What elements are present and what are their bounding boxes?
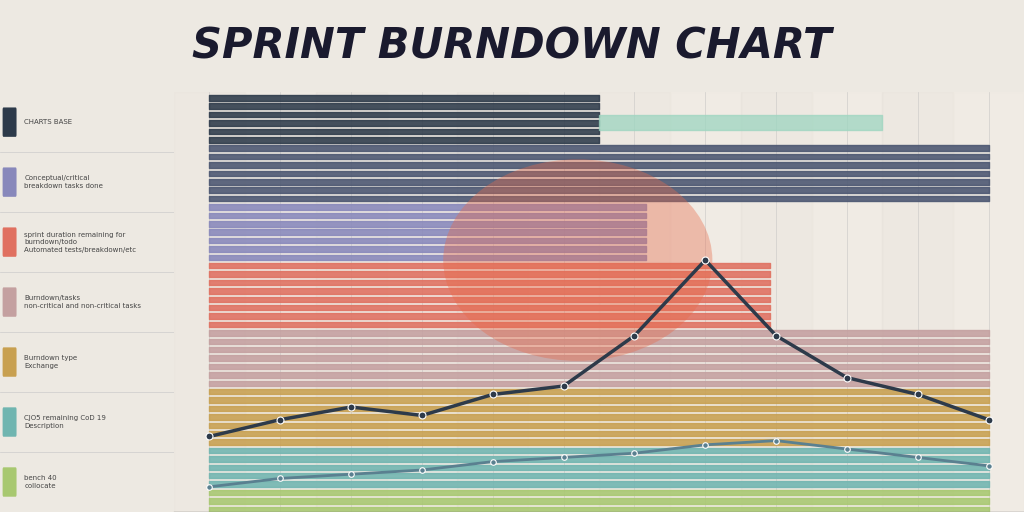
- Text: bench 40
collocate: bench 40 collocate: [25, 475, 57, 489]
- Text: Burndown/tasks
non-critical and non-critical tasks: Burndown/tasks non-critical and non-crit…: [25, 295, 141, 309]
- Text: Burndown type
Exchange: Burndown type Exchange: [25, 355, 78, 369]
- Text: Conceptual/critical
breakdown tasks done: Conceptual/critical breakdown tasks done: [25, 176, 103, 189]
- Bar: [599, 92, 670, 512]
- FancyBboxPatch shape: [3, 408, 16, 437]
- Bar: [245, 92, 315, 512]
- Bar: [528, 92, 599, 512]
- Text: CJO5 remaining CoD 19
Description: CJO5 remaining CoD 19 Description: [25, 415, 106, 429]
- Ellipse shape: [443, 159, 713, 361]
- Bar: [386, 92, 458, 512]
- Bar: [740, 92, 811, 512]
- FancyBboxPatch shape: [3, 467, 16, 497]
- Bar: [458, 92, 528, 512]
- FancyBboxPatch shape: [3, 167, 16, 197]
- Text: sprint duration remaining for
burndown/todo
Automated tests/breakdown/etc: sprint duration remaining for burndown/t…: [25, 231, 136, 252]
- Bar: [315, 92, 387, 512]
- Bar: [883, 92, 953, 512]
- FancyBboxPatch shape: [3, 287, 16, 317]
- Bar: [174, 92, 245, 512]
- Text: CHARTS BASE: CHARTS BASE: [25, 119, 73, 125]
- FancyBboxPatch shape: [3, 227, 16, 257]
- FancyBboxPatch shape: [3, 108, 16, 137]
- FancyBboxPatch shape: [3, 347, 16, 377]
- Text: SPRINT BURNDOWN CHART: SPRINT BURNDOWN CHART: [193, 25, 831, 67]
- Bar: [953, 92, 1024, 512]
- Bar: [811, 92, 883, 512]
- Bar: [670, 92, 740, 512]
